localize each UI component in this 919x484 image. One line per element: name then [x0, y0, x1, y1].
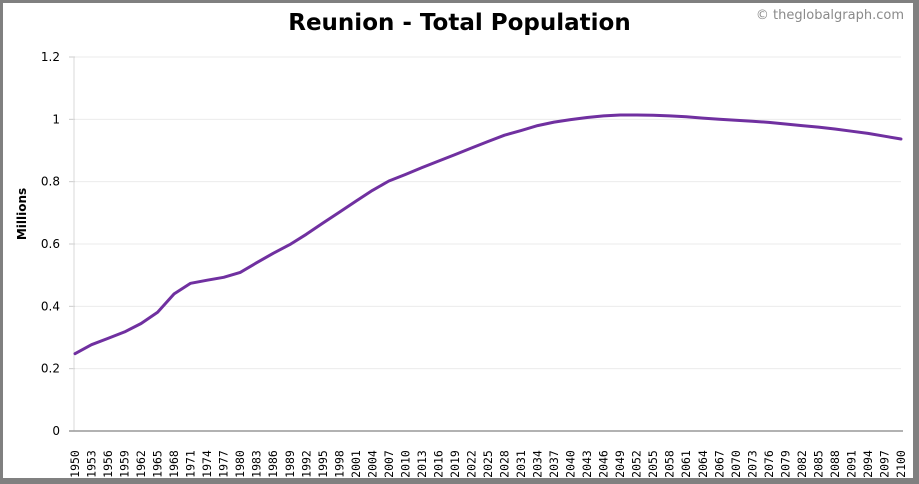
x-tick-label: 2094: [861, 450, 875, 478]
x-tick-label: 2058: [663, 450, 677, 478]
source-credit: © theglobalgraph.com: [755, 8, 904, 23]
x-tick-label: 2028: [498, 450, 512, 478]
y-tick-label: 0: [52, 424, 60, 438]
x-tick-label: 2019: [448, 450, 462, 478]
x-tick-label: 2037: [547, 450, 561, 478]
x-tick-label: 1974: [200, 450, 214, 478]
y-tick-label: 0.8: [41, 175, 60, 189]
y-tick-label: 0.4: [41, 299, 60, 313]
x-tick-label: 2034: [531, 450, 545, 478]
x-axis: 1950 1953 1956 1959 1962 1965 1968 1971 1974 1977…: [68, 430, 908, 478]
x-tick-label: 2088: [828, 450, 842, 478]
x-tick-label: 2100: [894, 450, 908, 478]
x-tick-label: 2076: [762, 450, 776, 478]
chart-title: Reunion - Total Population: [288, 10, 631, 36]
x-tick-label: 1977: [217, 450, 231, 478]
x-tick-label: 1992: [299, 450, 313, 478]
x-tick-label: 2082: [795, 450, 809, 478]
x-tick-label: 1995: [316, 450, 330, 478]
x-tick-label: 2025: [481, 450, 495, 478]
x-tick-label: 2022: [464, 450, 478, 478]
x-tick-label: 2031: [514, 450, 528, 478]
x-tick-label: 1953: [85, 450, 99, 478]
x-tick-label: 2052: [630, 450, 644, 478]
x-tick-label: 2055: [646, 450, 660, 478]
x-tick-label: 2043: [580, 450, 594, 478]
gridlines: [75, 56, 901, 370]
x-tick-label: 2085: [811, 450, 825, 478]
x-tick-label: 2007: [382, 450, 396, 478]
x-tick-label: 2001: [349, 450, 363, 478]
x-tick-label: 2097: [877, 450, 891, 478]
x-tick-label: 1956: [101, 450, 115, 478]
x-tick-label: 1962: [134, 450, 148, 478]
y-tick-label: 1.2: [41, 50, 60, 64]
x-tick-label: 2049: [613, 450, 627, 478]
x-tick-label: 2061: [679, 450, 693, 478]
x-tick-label: 1983: [250, 450, 264, 478]
x-tick-label: 2010: [398, 450, 412, 478]
x-tick-label: 1965: [151, 450, 165, 478]
x-tick-label: 1986: [266, 450, 280, 478]
x-tick-label: 1950: [68, 450, 82, 478]
x-tick-label: 2004: [365, 450, 379, 478]
x-tick-label: 2040: [564, 450, 578, 478]
x-tick-label: 2073: [745, 450, 759, 478]
x-tick-label: 2091: [844, 450, 858, 478]
x-tick-label: 1989: [283, 450, 297, 478]
x-tick-label: 2079: [778, 450, 792, 478]
x-tick-label: 1959: [118, 450, 132, 478]
x-tick-label: 1998: [332, 450, 346, 478]
y-axis-label: Millions: [15, 188, 29, 240]
x-tick-label: 2013: [415, 450, 429, 478]
x-tick-label: 2067: [712, 450, 726, 478]
x-tick-label: 1980: [233, 450, 247, 478]
x-tick-label: 1971: [184, 450, 198, 478]
x-tick-label: 2046: [597, 450, 611, 478]
x-tick-label: 2070: [729, 450, 743, 478]
population-line: [73, 113, 903, 356]
x-tick-label: 1968: [167, 450, 181, 478]
y-tick-label: 1: [52, 112, 60, 126]
y-tick-label: 0.2: [41, 362, 60, 376]
y-tick-label: 0.6: [41, 237, 60, 251]
y-axis: 0 0.2 0.4 0.6 0.8 1 1.2: [41, 50, 75, 438]
x-tick-label: 2016: [431, 450, 445, 478]
x-tick-label: 2064: [696, 450, 710, 478]
